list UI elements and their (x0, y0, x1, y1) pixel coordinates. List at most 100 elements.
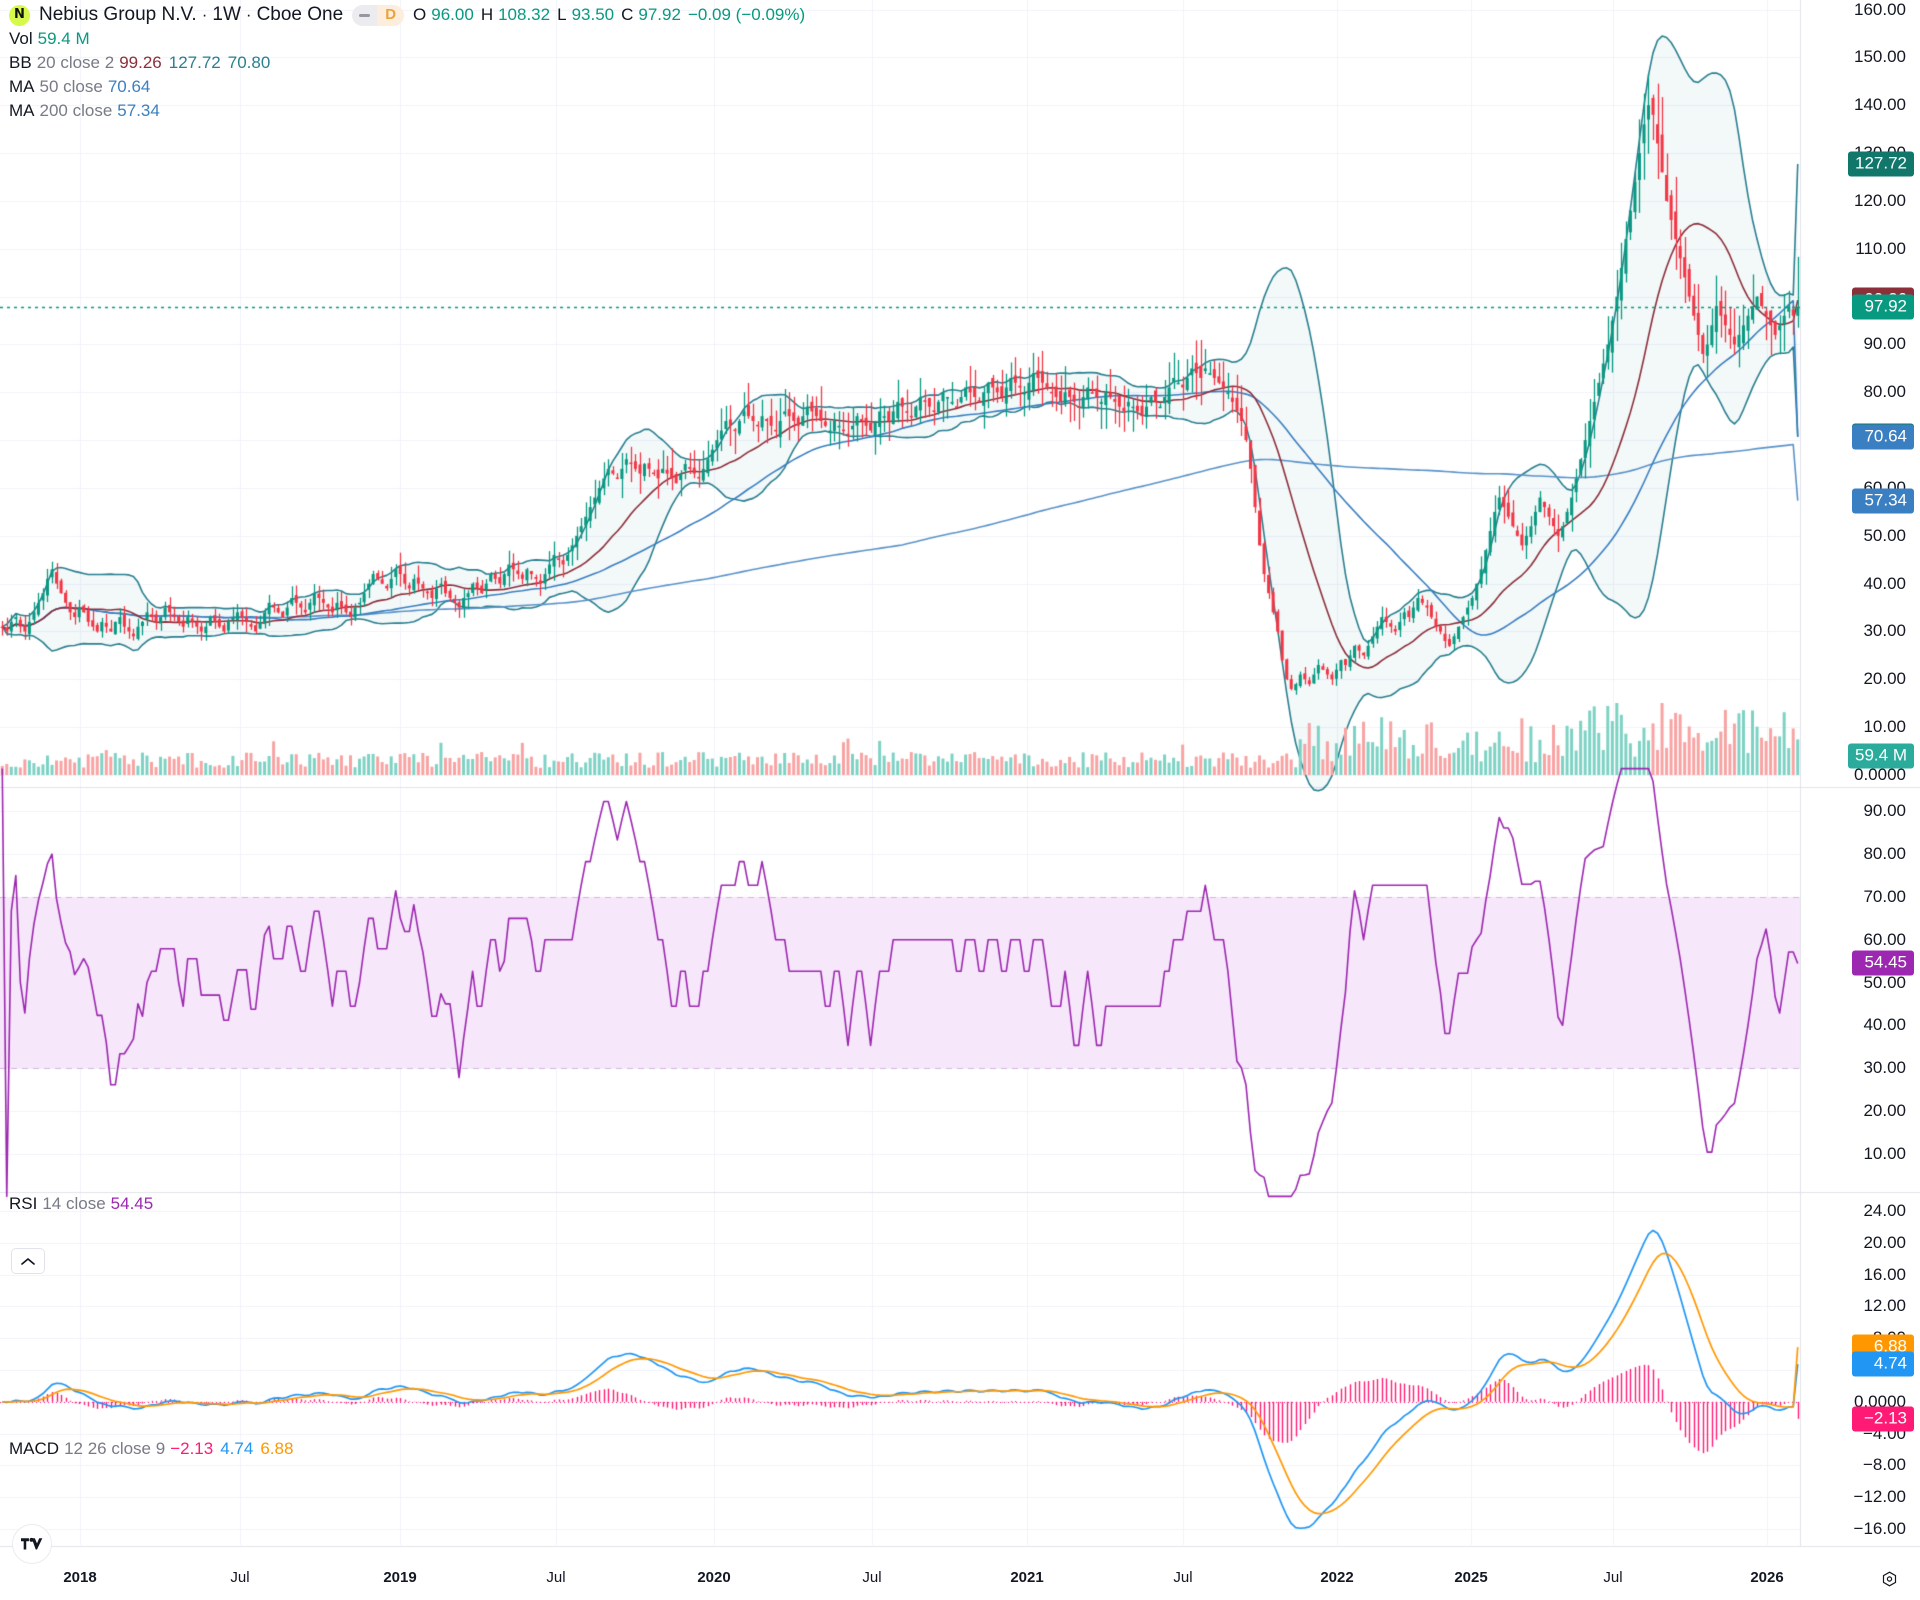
bb-upper-badge[interactable]: 127.72 (1848, 151, 1914, 177)
rsi-axis-tick-10-00: 10.00 (1863, 1143, 1906, 1163)
rsi-axis-tick-20-00: 20.00 (1863, 1100, 1906, 1120)
bb-legend-row[interactable]: BB 20 close 2 99.26 127.72 70.80 (9, 51, 812, 75)
ma50-value: 70.64 (107, 77, 151, 96)
rsi-axis-tick-40-00: 40.00 (1863, 1015, 1906, 1035)
macd-legend-row[interactable]: MACD 12 26 close 9 −2.13 4.74 6.88 (9, 1437, 300, 1461)
macd-axis-tick--16-00: −16.00 (1853, 1519, 1906, 1539)
macd-hist-badge[interactable]: −2.13 (1852, 1406, 1914, 1432)
data-status-pill[interactable]: D (352, 4, 405, 26)
price-axis-tick-20-00: 20.00 (1863, 669, 1906, 689)
time-axis-label-2019: 2019 (383, 1569, 417, 1586)
volume-badge[interactable]: 59.4 M (1848, 743, 1914, 769)
rsi-params: 14 close (42, 1194, 106, 1213)
time-axis-label-Jul: Jul (862, 1569, 882, 1586)
bb-lower-value: 70.80 (227, 53, 271, 72)
collapse-legend-button[interactable] (11, 1248, 45, 1274)
macd-axis-tick-12-00: 12.00 (1863, 1296, 1906, 1316)
open-value: 96.00 (431, 5, 474, 24)
ma50-name: MA (9, 77, 35, 96)
macd-axis-tick-16-00: 16.00 (1863, 1264, 1906, 1284)
time-axis-label-Jul: Jul (230, 1569, 250, 1586)
close-label: C (621, 5, 634, 24)
low-value: 93.50 (571, 5, 615, 24)
macd-name: MACD (9, 1439, 60, 1458)
bb-upper-value: 127.72 (168, 53, 221, 72)
bb-name: BB (9, 53, 32, 72)
change-value: −0.09 (−0.09%) (687, 5, 806, 24)
macd-signal-badge[interactable]: 6.88 (1852, 1334, 1914, 1360)
bb-basis-value: 99.26 (119, 53, 162, 72)
crosshair-settings-button[interactable] (1876, 1566, 1902, 1592)
ma200-legend-row[interactable]: MA 200 close 57.34 (9, 99, 812, 123)
exchange-label[interactable]: Cboe One (256, 4, 344, 25)
ma50-legend-row[interactable]: MA 50 close 70.64 (9, 75, 812, 99)
rsi-axis-tick-30-00: 30.00 (1863, 1058, 1906, 1078)
rsi-axis-tick-80-00: 80.00 (1863, 844, 1906, 864)
last-price-badge[interactable]: 97.92 (1852, 294, 1914, 320)
rsi-value: 54.45 (110, 1194, 154, 1213)
macd-line-badge[interactable]: 4.74 (1852, 1351, 1914, 1377)
price-axis-tick-110-00: 110.00 (1855, 238, 1906, 258)
crosshair-icon (1882, 1571, 1896, 1586)
rsi-legend[interactable]: RSI 14 close 54.45 (9, 1192, 160, 1216)
tradingview-logo-button[interactable] (12, 1524, 52, 1564)
price-axis-tick-50-00: 50.00 (1863, 525, 1906, 545)
volume-label: Vol (9, 29, 33, 48)
close-value: 97.92 (638, 5, 681, 24)
time-axis-label-2026: 2026 (1750, 1569, 1784, 1586)
high-value: 108.32 (498, 5, 551, 24)
ma200-value: 57.34 (117, 101, 160, 120)
time-axis-label-2022: 2022 (1320, 1569, 1354, 1586)
macd-axis-tick-20-00: 20.00 (1863, 1232, 1906, 1252)
price-axis-tick-140-00: 140.00 (1854, 95, 1906, 115)
rsi-axis-tick-50-00: 50.00 (1863, 972, 1906, 992)
price-axis-tick-150-00: 150.00 (1854, 47, 1906, 67)
delayed-data-badge[interactable]: D (377, 4, 405, 26)
time-axis-label-2020: 2020 (697, 1569, 731, 1586)
rsi-axis-tick-90-00: 90.00 (1863, 801, 1906, 821)
chevron-up-icon (21, 1257, 35, 1265)
macd-axis-tick-24-00: 24.00 (1863, 1200, 1906, 1220)
ma200-name: MA (9, 101, 35, 120)
symbol-title[interactable]: Nebius Group N.V. (39, 4, 197, 25)
main-chart-legend: N Nebius Group N.V. · 1W · Cboe One D O … (9, 3, 812, 123)
low-label: L (557, 5, 567, 24)
interval-label[interactable]: 1W (212, 4, 241, 25)
legend-separator-1: · (201, 5, 208, 24)
price-axis-tick-120-00: 120.00 (1854, 190, 1906, 210)
volume-legend-row[interactable]: Vol 59.4 M (9, 27, 812, 51)
pill-dash-icon (352, 4, 378, 26)
open-label: O (413, 5, 427, 24)
ma50-params: 50 close (39, 77, 103, 96)
bb-params: 20 close 2 (36, 53, 115, 72)
rsi-value-badge[interactable]: 54.45 (1852, 950, 1914, 976)
macd-axis-tick--12-00: −12.00 (1853, 1487, 1906, 1507)
time-axis-label-Jul: Jul (1173, 1569, 1193, 1586)
time-axis-label-2025: 2025 (1454, 1569, 1488, 1586)
ma200-params: 200 close (39, 101, 113, 120)
ma200-badge[interactable]: 57.34 (1852, 488, 1914, 514)
time-axis-label-2021: 2021 (1010, 1569, 1044, 1586)
time-axis-label-2018: 2018 (63, 1569, 97, 1586)
price-axis-tick-30-00: 30.00 (1863, 621, 1906, 641)
macd-signal-value: 6.88 (260, 1439, 294, 1458)
rsi-legend-row[interactable]: RSI 14 close 54.45 (9, 1192, 160, 1216)
price-axis-tick-10-00: 10.00 (1863, 717, 1906, 737)
rsi-axis-tick-70-00: 70.00 (1863, 886, 1906, 906)
price-axis-tick-40-00: 40.00 (1863, 573, 1906, 593)
macd-axis-tick--8-00: −8.00 (1862, 1455, 1906, 1475)
price-axis-tick-0-0000: 0.0000 (1854, 765, 1906, 784)
price-axis-tick-90-00: 90.00 (1863, 334, 1906, 354)
symbol-legend-row[interactable]: N Nebius Group N.V. · 1W · Cboe One D O … (9, 3, 812, 27)
time-axis-label-Jul: Jul (1603, 1569, 1623, 1586)
macd-legend[interactable]: MACD 12 26 close 9 −2.13 4.74 6.88 (9, 1437, 300, 1461)
ma50-badge[interactable]: 70.64 (1852, 424, 1914, 450)
tradingview-logo-icon (21, 1537, 43, 1550)
legend-separator-2: · (245, 5, 252, 24)
macd-axis-tick-0-0000: 0.0000 (1854, 1391, 1906, 1411)
time-axis-label-Jul: Jul (546, 1569, 566, 1586)
high-label: H (480, 5, 494, 24)
rsi-name: RSI (9, 1194, 38, 1213)
